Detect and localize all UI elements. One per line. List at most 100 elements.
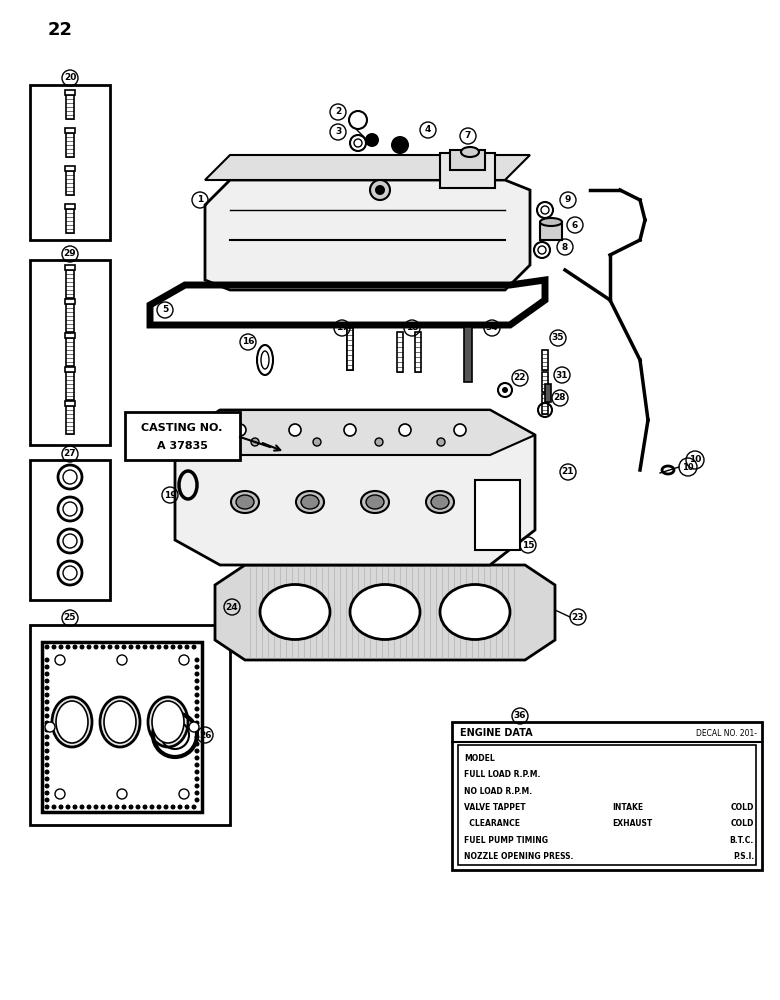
Circle shape (375, 438, 383, 446)
Circle shape (375, 185, 385, 195)
Circle shape (44, 692, 49, 698)
Text: 5: 5 (162, 306, 168, 314)
Circle shape (399, 424, 411, 436)
Circle shape (129, 804, 133, 810)
Bar (464, 327, 472, 382)
Circle shape (194, 686, 200, 690)
Bar (450, 150, 485, 170)
Circle shape (44, 748, 49, 754)
Text: 35: 35 (551, 334, 564, 342)
Circle shape (122, 645, 126, 650)
Bar (66, 402, 74, 434)
Circle shape (194, 664, 200, 670)
Text: FULL LOAD R.P.M.: FULL LOAD R.P.M. (464, 770, 541, 779)
Circle shape (502, 387, 508, 393)
Polygon shape (175, 410, 535, 455)
Circle shape (44, 790, 49, 796)
Ellipse shape (296, 491, 324, 513)
Circle shape (194, 748, 200, 754)
Ellipse shape (350, 584, 420, 640)
Circle shape (194, 770, 200, 774)
Text: 25: 25 (64, 613, 76, 622)
Text: 17: 17 (335, 324, 349, 332)
Circle shape (44, 734, 49, 740)
Circle shape (194, 720, 200, 726)
Circle shape (194, 756, 200, 760)
Circle shape (192, 645, 197, 650)
Text: NO LOAD R.P.M.: NO LOAD R.P.M. (464, 787, 532, 796)
Circle shape (94, 645, 98, 650)
Circle shape (58, 804, 63, 810)
Ellipse shape (260, 584, 330, 640)
Circle shape (194, 672, 200, 676)
Circle shape (117, 789, 127, 799)
Circle shape (44, 742, 49, 746)
Bar (66, 300, 74, 332)
Text: 1: 1 (197, 196, 203, 205)
Bar (66, 266, 74, 298)
Circle shape (194, 706, 200, 712)
Circle shape (80, 645, 84, 650)
Polygon shape (215, 565, 555, 660)
Circle shape (44, 756, 49, 760)
Text: 36: 36 (514, 712, 526, 720)
Ellipse shape (231, 491, 259, 513)
Text: INTAKE: INTAKE (612, 803, 644, 812)
Circle shape (194, 762, 200, 768)
Text: CLEARANCE: CLEARANCE (464, 819, 520, 828)
Circle shape (194, 714, 200, 718)
Text: 3: 3 (335, 127, 341, 136)
Bar (65, 401, 75, 406)
Circle shape (143, 645, 147, 650)
Circle shape (129, 645, 133, 650)
Bar (66, 167, 74, 195)
Circle shape (194, 734, 200, 740)
Circle shape (454, 424, 466, 436)
Circle shape (45, 722, 55, 732)
Text: 10: 10 (682, 462, 694, 472)
Circle shape (108, 804, 112, 810)
Circle shape (44, 784, 49, 788)
Text: 2: 2 (335, 107, 341, 116)
Circle shape (44, 728, 49, 732)
Ellipse shape (461, 147, 479, 157)
Circle shape (44, 672, 49, 676)
Circle shape (73, 645, 77, 650)
Circle shape (194, 742, 200, 746)
Polygon shape (205, 180, 530, 290)
Bar (66, 91, 74, 119)
Circle shape (179, 655, 189, 665)
Circle shape (194, 784, 200, 788)
Ellipse shape (431, 495, 449, 509)
Text: 21: 21 (562, 468, 574, 477)
Bar (65, 367, 75, 372)
Text: P.S.I.: P.S.I. (732, 852, 754, 861)
Ellipse shape (426, 491, 454, 513)
Bar (65, 90, 75, 95)
Circle shape (185, 645, 190, 650)
Bar (65, 166, 75, 171)
Text: 22: 22 (48, 21, 73, 39)
Circle shape (44, 700, 49, 704)
Text: CASTING NO.: CASTING NO. (141, 423, 222, 433)
Ellipse shape (236, 495, 254, 509)
Ellipse shape (56, 701, 88, 743)
Circle shape (44, 645, 49, 650)
Circle shape (194, 658, 200, 662)
Circle shape (44, 762, 49, 768)
Circle shape (150, 645, 154, 650)
Circle shape (313, 438, 321, 446)
Text: MODEL: MODEL (464, 754, 495, 763)
Circle shape (194, 678, 200, 684)
Circle shape (51, 804, 56, 810)
Bar (65, 128, 75, 133)
Text: A 37835: A 37835 (157, 441, 207, 451)
Text: 16: 16 (242, 338, 254, 347)
Text: 31: 31 (555, 370, 569, 379)
Circle shape (136, 645, 140, 650)
Text: 10: 10 (689, 456, 701, 464)
Circle shape (437, 438, 445, 446)
Text: 29: 29 (64, 249, 76, 258)
Text: DECAL NO. 201-: DECAL NO. 201- (696, 728, 757, 738)
Circle shape (194, 692, 200, 698)
